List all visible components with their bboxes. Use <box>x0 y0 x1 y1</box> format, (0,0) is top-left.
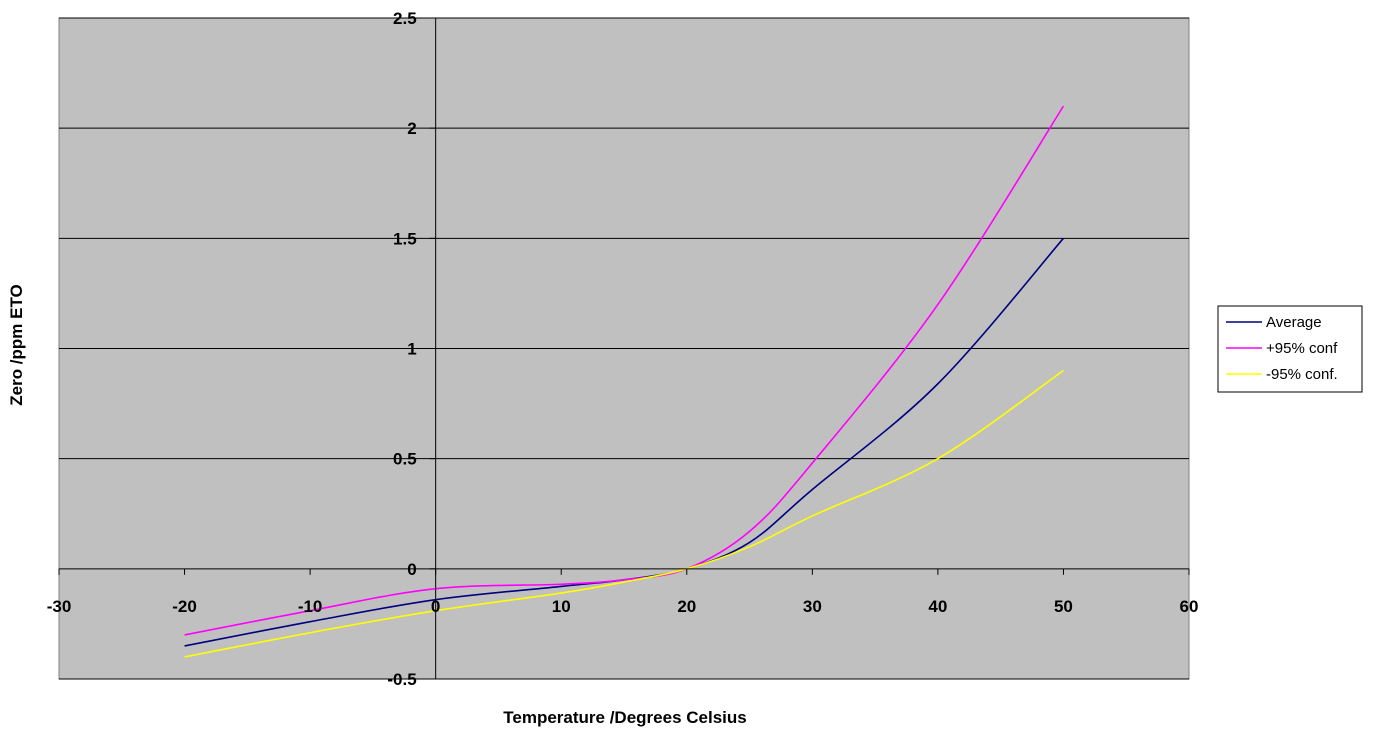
x-tick-label-4: 10 <box>552 597 571 616</box>
x-tick-label-0: -30 <box>47 597 72 616</box>
x-tick-label-5: 20 <box>677 597 696 616</box>
axes <box>58 17 1190 680</box>
tick-labels: -30 -20 -10 0 10 20 30 40 50 60 -0.5 0 0.5 1 1.5 2 2.5 <box>47 9 1199 689</box>
y-tick-label-3: 1 <box>407 340 416 359</box>
y-tick-label-4: 1.5 <box>393 229 417 248</box>
y-tick-label-5: 2 <box>407 119 416 138</box>
series-line-2 <box>184 369 1064 658</box>
y-tick-label-0: -0.5 <box>387 670 416 689</box>
legend-label-0: Average <box>1266 314 1322 331</box>
legend-label-2: -95% conf. <box>1266 366 1338 383</box>
x-tick-label-2: -10 <box>298 597 323 616</box>
y-tick-label-6: 2.5 <box>393 9 417 28</box>
y-tick-label-1: 0 <box>407 560 416 579</box>
legend: Average +95% conf -95% conf. <box>1217 305 1363 393</box>
series-lines <box>184 105 1065 658</box>
x-tick-label-1: -20 <box>172 597 197 616</box>
x-tick-label-7: 40 <box>928 597 947 616</box>
y-axis-title: Zero /ppm ETO <box>7 284 26 406</box>
legend-box <box>1217 305 1363 393</box>
x-tick-label-9: 60 <box>1180 597 1199 616</box>
x-axis-title: Temperature /Degrees Celsius <box>503 708 746 727</box>
x-tick-label-6: 30 <box>803 597 822 616</box>
y-tick-label-2: 0.5 <box>393 450 417 469</box>
x-tick-label-3: 0 <box>431 597 440 616</box>
legend-label-1: +95% conf <box>1266 340 1338 357</box>
x-tick-label-8: 50 <box>1054 597 1073 616</box>
